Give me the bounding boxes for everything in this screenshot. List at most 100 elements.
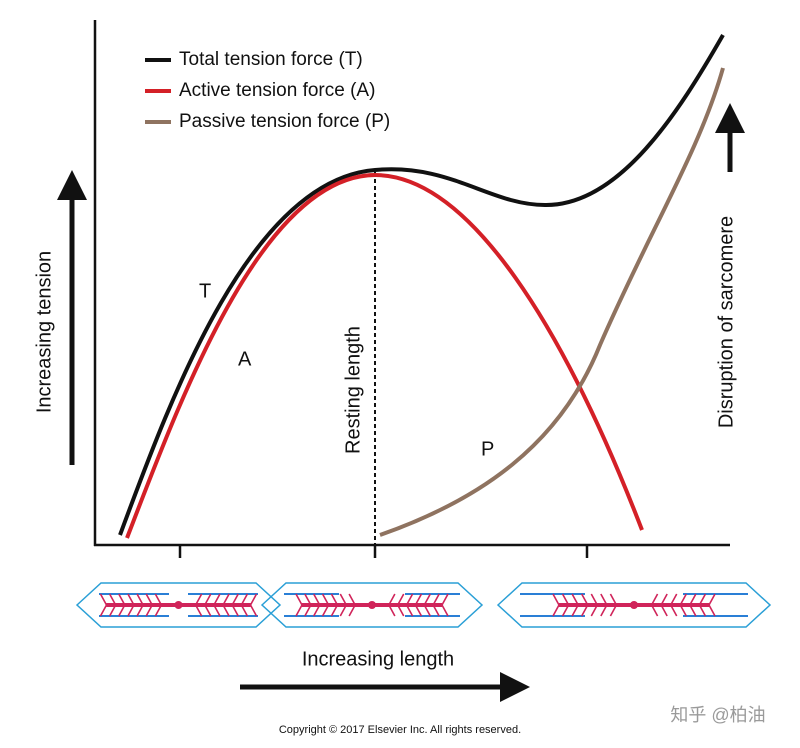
myosin-head xyxy=(321,593,330,606)
myosin-head xyxy=(295,604,303,617)
myosin-head xyxy=(204,604,212,617)
myosin-head xyxy=(660,593,668,606)
myosin-head xyxy=(590,593,598,606)
myosin-head xyxy=(670,604,678,617)
myosin-head xyxy=(313,604,321,617)
myosin-head xyxy=(609,604,618,617)
total-curve xyxy=(118,34,725,536)
myosin-head xyxy=(108,593,117,606)
myosin-head xyxy=(348,593,356,606)
sarcomere-outline xyxy=(75,582,282,628)
myosin-head xyxy=(136,604,144,617)
legend-label: Active tension force (A) xyxy=(179,80,375,101)
myosin-head xyxy=(432,593,440,606)
myosin-head xyxy=(432,604,440,617)
active-curve xyxy=(125,172,644,539)
myosin-head xyxy=(330,593,339,606)
x-axis-label: Increasing length xyxy=(302,648,454,670)
axes xyxy=(93,20,730,558)
curve-label: A xyxy=(238,348,252,370)
curve-label: T xyxy=(199,280,211,302)
copyright: Copyright © 2017 Elsevier Inc. All right… xyxy=(279,724,521,736)
myosin-head xyxy=(204,593,212,606)
myosin-head xyxy=(561,604,570,617)
myosin-head xyxy=(118,604,126,617)
myosin-head xyxy=(213,593,221,606)
sarcomere-outline xyxy=(260,582,484,628)
myosin-head xyxy=(339,593,347,606)
myosin-head xyxy=(348,604,356,617)
m-line xyxy=(630,601,638,609)
passive-curve xyxy=(379,67,725,537)
legend-label: Passive tension force (P) xyxy=(179,111,390,132)
myosin-head xyxy=(698,593,707,606)
legend: Total tension force (T) Active tension f… xyxy=(145,49,390,132)
myosin-head xyxy=(136,593,144,606)
myosin-head xyxy=(600,604,608,617)
myosin-head xyxy=(231,593,239,606)
myosin-head xyxy=(154,593,163,606)
myosin-head xyxy=(571,604,579,617)
myosin-head xyxy=(304,593,312,606)
myosin-head xyxy=(127,593,135,606)
myosin-head xyxy=(222,593,230,606)
curve-label: P xyxy=(481,438,494,460)
myosin-head xyxy=(240,604,249,617)
myosin-head xyxy=(321,604,330,617)
sarcomere-outline xyxy=(496,582,772,628)
myosin-head xyxy=(154,604,163,617)
myosin-head xyxy=(441,593,449,606)
legend-label: Total tension force (T) xyxy=(179,49,363,70)
myosin-head xyxy=(679,604,687,617)
watermark: 知乎 @柏油 xyxy=(670,705,765,725)
myosin-head xyxy=(397,593,405,606)
myosin-head xyxy=(552,593,560,606)
myosin-head xyxy=(313,593,321,606)
myosin-head xyxy=(708,604,716,617)
myosin-head xyxy=(108,604,117,617)
myosin-head xyxy=(249,604,258,617)
sarcomeres xyxy=(75,582,772,628)
myosin-head xyxy=(222,604,230,617)
myosin-head xyxy=(339,604,347,617)
myosin-head xyxy=(99,593,108,606)
myosin-head xyxy=(441,604,449,617)
myosin-head xyxy=(249,593,258,606)
m-line xyxy=(368,601,376,609)
myosin-head xyxy=(213,604,221,617)
myosin-head xyxy=(330,604,339,617)
myosin-head xyxy=(194,593,203,606)
myosin-head xyxy=(552,604,560,617)
myosin-head xyxy=(581,593,589,606)
myosin-head xyxy=(118,593,126,606)
myosin-head xyxy=(590,604,598,617)
myosin-head xyxy=(571,593,579,606)
myosin-head xyxy=(698,604,707,617)
myosin-head xyxy=(600,593,608,606)
myosin-head xyxy=(414,593,423,606)
myosin-head xyxy=(145,593,153,606)
myosin-head xyxy=(581,604,589,617)
myosin-head xyxy=(689,593,697,606)
myosin-head xyxy=(689,604,697,617)
myosin-head xyxy=(650,604,659,617)
myosin-head xyxy=(609,593,618,606)
myosin-head xyxy=(231,604,239,617)
resting-length-label: Resting length xyxy=(342,326,364,454)
myosin-head xyxy=(670,593,678,606)
myosin-head xyxy=(240,593,249,606)
myosin-head xyxy=(388,593,396,606)
myosin-head xyxy=(679,593,687,606)
myosin-head xyxy=(397,604,405,617)
myosin-head xyxy=(414,604,423,617)
myosin-head xyxy=(99,604,108,617)
myosin-head xyxy=(660,604,668,617)
myosin-head xyxy=(127,604,135,617)
myosin-head xyxy=(405,604,414,617)
myosin-head xyxy=(423,604,431,617)
myosin-head xyxy=(561,593,570,606)
myosin-head xyxy=(145,604,153,617)
myosin-head xyxy=(388,604,396,617)
